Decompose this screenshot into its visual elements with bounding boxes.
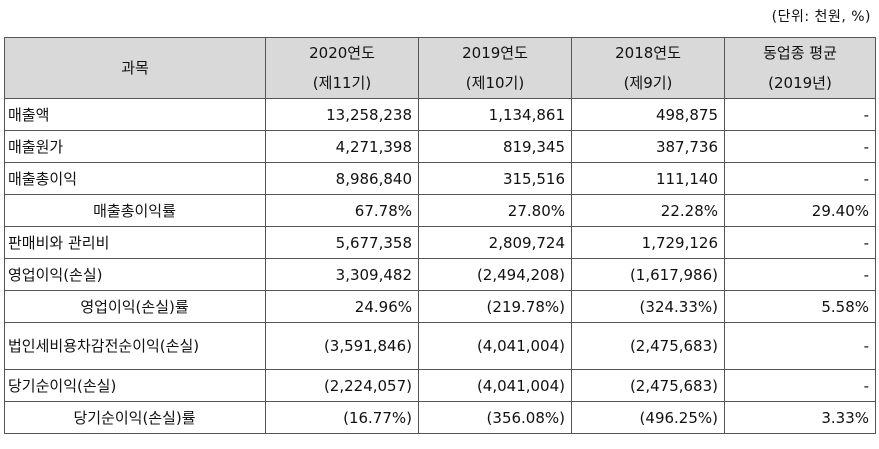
row-label: 당기순이익(손실) xyxy=(4,369,266,402)
row-value: 5.58% xyxy=(724,290,876,323)
row-value: (2,224,057) xyxy=(265,369,419,402)
header-row: 과목 2020연도 (제11기) 2019연도 (제10기) 2018연도 (제… xyxy=(4,37,876,99)
table-row: 매출총이익률 67.78% 27.80% 22.28% 29.40% xyxy=(4,194,876,227)
row-value: (2,475,683) xyxy=(571,322,725,370)
row-value: - xyxy=(724,98,876,131)
row-value: 29.40% xyxy=(724,194,876,227)
row-value: 1,729,126 xyxy=(571,226,725,259)
row-value: (324.33%) xyxy=(571,290,725,323)
row-value: 8,986,840 xyxy=(265,162,419,195)
row-value: (16.77%) xyxy=(265,401,419,434)
row-value: 13,258,238 xyxy=(265,98,419,131)
header-2018: 2018연도 (제9기) xyxy=(571,37,725,99)
row-value: 24.96% xyxy=(265,290,419,323)
table-row: 당기순이익(손실)률 (16.77%) (356.08%) (496.25%) 3.33… xyxy=(4,401,876,434)
table-row: 매출액 13,258,238 1,134,861 498,875- xyxy=(4,98,876,131)
header-2020: 2020연도 (제11기) xyxy=(265,37,419,99)
row-label: 판매비와 관리비 xyxy=(4,226,266,259)
row-value: - xyxy=(724,162,876,195)
table-row: 법인세비용차감전순이익(손실) (3,591,846) (4,041,004) (2,… xyxy=(4,322,876,370)
row-value: 2,809,724 xyxy=(418,226,572,259)
row-value: (2,494,208) xyxy=(418,258,572,291)
row-value: - xyxy=(724,322,876,370)
table-row: 매출총이익 8,986,840 315,516 111,140- xyxy=(4,162,876,195)
header-industry-average: 동업종 평균 (2019년) xyxy=(724,37,876,99)
row-value: 5,677,358 xyxy=(265,226,419,259)
row-label: 매출원가 xyxy=(4,130,266,163)
row-value: (4,041,004) xyxy=(418,369,572,402)
row-label: 매출총이익 xyxy=(4,162,266,195)
row-value: (219.78%) xyxy=(418,290,572,323)
row-value: 67.78% xyxy=(265,194,419,227)
row-label: 매출액 xyxy=(4,98,266,131)
row-value: (2,475,683) xyxy=(571,369,725,402)
row-value: - xyxy=(724,130,876,163)
row-label: 법인세비용차감전순이익(손실) xyxy=(4,322,266,370)
row-value: 387,736 xyxy=(571,130,725,163)
row-value: 3.33% xyxy=(724,401,876,434)
row-label: 매출총이익률 xyxy=(4,194,266,227)
row-value: 4,271,398 xyxy=(265,130,419,163)
income-statement-table: 과목 2020연도 (제11기) 2019연도 (제10기) 2018연도 (제… xyxy=(4,37,876,434)
row-value: 3,309,482 xyxy=(265,258,419,291)
row-value: 1,134,861 xyxy=(418,98,572,131)
table-row: 매출원가 4,271,398 819,345 387,736- xyxy=(4,130,876,163)
table-row: 판매비와 관리비 5,677,358 2,809,724 1,729,126- xyxy=(4,226,876,259)
row-value: (3,591,846) xyxy=(265,322,419,370)
row-value: 27.80% xyxy=(418,194,572,227)
unit-label: (단위: 천원, %) xyxy=(771,9,871,25)
row-value: - xyxy=(724,226,876,259)
table-row: 당기순이익(손실) (2,224,057) (4,041,004) (2,475,68… xyxy=(4,369,876,402)
header-2019: 2019연도 (제10기) xyxy=(418,37,572,99)
row-label: 당기순이익(손실)률 xyxy=(4,401,266,434)
row-value: 315,516 xyxy=(418,162,572,195)
row-value: 498,875 xyxy=(571,98,725,131)
row-value: 819,345 xyxy=(418,130,572,163)
row-value: 22.28% xyxy=(571,194,725,227)
table-row: 영업이익(손실) 3,309,482 (2,494,208) (1,617,986) - xyxy=(4,258,876,291)
row-value: (4,041,004) xyxy=(418,322,572,370)
row-value: 111,140 xyxy=(571,162,725,195)
row-value: - xyxy=(724,369,876,402)
row-value: - xyxy=(724,258,876,291)
row-label: 영업이익(손실)률 xyxy=(4,290,266,323)
header-account: 과목 xyxy=(4,37,266,99)
row-value: (496.25%) xyxy=(571,401,725,434)
table-row: 영업이익(손실)률 24.96% (219.78%) (324.33%) 5.58% xyxy=(4,290,876,323)
row-value: (1,617,986) xyxy=(571,258,725,291)
row-value: (356.08%) xyxy=(418,401,572,434)
row-label: 영업이익(손실) xyxy=(4,258,266,291)
